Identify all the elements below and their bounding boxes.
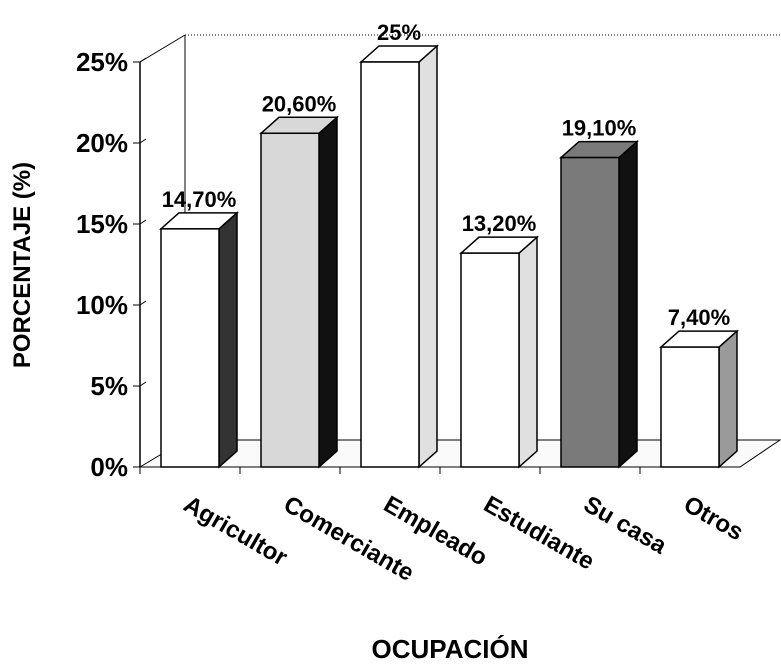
y-tick-label: 0% (90, 452, 128, 482)
x-tick-label: Estudiante (479, 491, 599, 576)
y-tick-label: 25% (76, 47, 128, 77)
back-grid-tick (139, 300, 147, 306)
bar-side (318, 115, 338, 469)
x-tick-label: Otros (679, 491, 748, 546)
back-grid-tick (139, 57, 147, 63)
value-label: 25% (377, 20, 421, 45)
bar-side (418, 44, 438, 469)
y-axis-title: PORCENTAJE (%) (9, 162, 36, 368)
back-grid-tick (139, 219, 147, 225)
wall-top-edge (139, 34, 186, 63)
bar (460, 252, 520, 468)
value-label: 20,60% (262, 91, 337, 116)
bar (160, 228, 220, 468)
bar-side (218, 211, 238, 469)
bar (660, 346, 720, 468)
y-tick-label: 20% (76, 128, 128, 158)
y-tick-label: 15% (76, 209, 128, 239)
bar (360, 61, 420, 468)
bar-side (618, 139, 638, 469)
bar (560, 156, 620, 468)
bar-side (718, 329, 738, 469)
back-grid-tick (139, 381, 147, 387)
y-tick-label: 5% (90, 371, 128, 401)
value-label: 7,40% (668, 305, 730, 330)
bar-side (518, 235, 538, 469)
back-grid-tick (139, 138, 147, 144)
value-label: 13,20% (462, 211, 537, 236)
bar (260, 132, 320, 468)
value-label: 19,10% (562, 116, 637, 141)
x-axis-title: OCUPACIÓN (372, 634, 529, 664)
y-tick-label: 10% (76, 290, 128, 320)
value-label: 14,70% (162, 187, 237, 212)
x-tick-label: Agricultor (179, 491, 292, 572)
